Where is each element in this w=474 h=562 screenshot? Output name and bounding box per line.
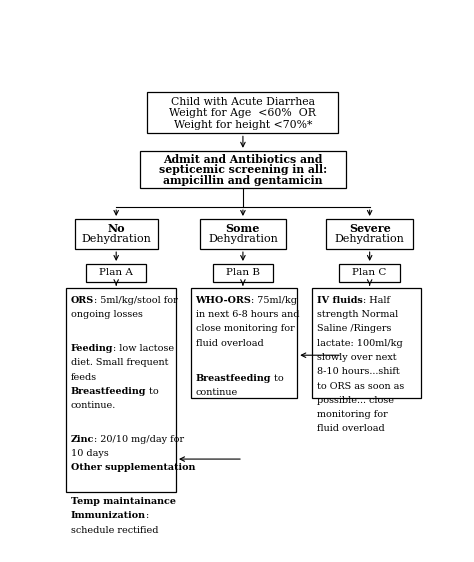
Text: Plan B: Plan B <box>226 269 260 278</box>
Text: IV fluids: IV fluids <box>317 296 363 305</box>
Text: diet. Small frequent: diet. Small frequent <box>71 358 168 367</box>
FancyBboxPatch shape <box>200 219 286 249</box>
Text: Immunization: Immunization <box>71 511 146 520</box>
Text: Admit and Antibiotics and: Admit and Antibiotics and <box>163 153 323 165</box>
Text: to ORS as soon as: to ORS as soon as <box>317 382 404 391</box>
FancyBboxPatch shape <box>147 92 338 133</box>
Text: lactate: 100ml/kg: lactate: 100ml/kg <box>317 339 402 348</box>
Text: Breastfeeding: Breastfeeding <box>196 374 271 383</box>
Text: feeds: feeds <box>71 373 97 382</box>
Text: monitoring for: monitoring for <box>317 410 388 419</box>
Text: : 5ml/kg/stool for: : 5ml/kg/stool for <box>94 296 178 305</box>
Text: Weight for height <70%*: Weight for height <70%* <box>174 120 312 130</box>
Text: Breastfeeding: Breastfeeding <box>71 387 146 396</box>
FancyBboxPatch shape <box>75 219 157 249</box>
FancyBboxPatch shape <box>191 288 297 398</box>
Text: Some: Some <box>226 223 260 234</box>
Text: Weight for Age  <60%  OR: Weight for Age <60% OR <box>170 108 316 119</box>
FancyBboxPatch shape <box>213 264 273 282</box>
Text: Child with Acute Diarrhea: Child with Acute Diarrhea <box>171 97 315 107</box>
Text: strength Normal: strength Normal <box>317 310 398 319</box>
Text: : Half: : Half <box>363 296 390 305</box>
Text: Feeding: Feeding <box>71 344 113 353</box>
Text: schedule rectified: schedule rectified <box>71 525 158 534</box>
Text: close monitoring for: close monitoring for <box>196 324 294 333</box>
FancyBboxPatch shape <box>339 264 400 282</box>
Text: ongoing losses: ongoing losses <box>71 310 143 319</box>
Text: : 20/10 mg/day for: : 20/10 mg/day for <box>94 435 184 444</box>
Text: possible... close: possible... close <box>317 396 394 405</box>
FancyBboxPatch shape <box>86 264 146 282</box>
Text: Dehydration: Dehydration <box>208 234 278 244</box>
Text: :: : <box>146 511 149 520</box>
Text: slowly over next: slowly over next <box>317 353 396 362</box>
Text: to: to <box>271 374 283 383</box>
FancyBboxPatch shape <box>312 288 421 398</box>
Text: fluid overload: fluid overload <box>317 424 384 433</box>
FancyBboxPatch shape <box>66 288 176 492</box>
Text: 10 days: 10 days <box>71 449 109 458</box>
Text: continue: continue <box>196 388 238 397</box>
Text: Dehydration: Dehydration <box>335 234 405 244</box>
FancyBboxPatch shape <box>327 219 413 249</box>
Text: 8-10 hours...shift: 8-10 hours...shift <box>317 368 400 377</box>
Text: Plan C: Plan C <box>353 269 387 278</box>
Text: : low lactose: : low lactose <box>113 344 174 353</box>
Text: Plan A: Plan A <box>99 269 133 278</box>
Text: in next 6-8 hours and: in next 6-8 hours and <box>196 310 299 319</box>
Text: continue.: continue. <box>71 401 116 410</box>
Text: ORS: ORS <box>71 296 94 305</box>
Text: Other supplementation: Other supplementation <box>71 464 195 473</box>
FancyBboxPatch shape <box>140 151 346 188</box>
Text: Temp maintainance: Temp maintainance <box>71 497 176 506</box>
Text: Dehydration: Dehydration <box>81 234 151 244</box>
Text: No: No <box>108 223 125 234</box>
Text: Zinc: Zinc <box>71 435 94 444</box>
Text: : 75ml/kg: : 75ml/kg <box>251 296 297 305</box>
Text: Saline /Ringers: Saline /Ringers <box>317 324 391 333</box>
Text: septicemic screening in all:: septicemic screening in all: <box>159 164 327 175</box>
Text: ampicillin and gentamicin: ampicillin and gentamicin <box>163 175 323 185</box>
Text: WHO-ORS: WHO-ORS <box>196 296 251 305</box>
Text: Severe: Severe <box>349 223 391 234</box>
Text: fluid overload: fluid overload <box>196 339 263 348</box>
Text: to: to <box>146 387 159 396</box>
